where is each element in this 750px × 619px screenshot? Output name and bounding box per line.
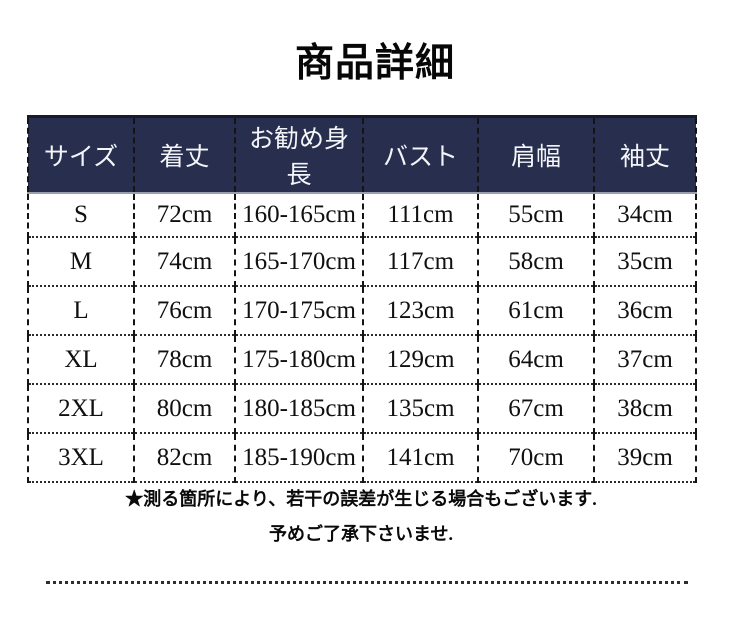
table-cell: 58cm bbox=[477, 237, 595, 287]
table-cell: 129cm bbox=[362, 335, 479, 385]
table-header-row: サイズ 着丈 お勧め身長 バスト 肩幅 袖丈 bbox=[27, 115, 697, 194]
table-cell: 78cm bbox=[133, 335, 236, 385]
table-cell: 80cm bbox=[133, 384, 236, 434]
column-header-length: 着丈 bbox=[133, 115, 236, 194]
table-cell: L bbox=[27, 286, 135, 336]
table-cell: 34cm bbox=[593, 193, 697, 238]
table-cell: 70cm bbox=[477, 433, 595, 483]
table-row-2xl: 2XL 80cm 180-185cm 135cm 67cm 38cm bbox=[27, 384, 697, 434]
table-cell: XL bbox=[27, 335, 135, 385]
table-cell: 76cm bbox=[133, 286, 236, 336]
table-cell: 36cm bbox=[593, 286, 697, 336]
note-line-2: 予めご了承下さいませ. bbox=[269, 524, 453, 544]
column-header-sleeve-length: 袖丈 bbox=[593, 115, 697, 194]
page-title: 商品詳細 bbox=[294, 42, 455, 85]
table-cell: 3XL bbox=[27, 433, 135, 483]
table-cell: 141cm bbox=[362, 433, 479, 483]
table-cell: 170-175cm bbox=[234, 286, 364, 336]
table-cell: 67cm bbox=[477, 384, 595, 434]
bottom-dotted-divider bbox=[46, 581, 688, 584]
table-cell: 2XL bbox=[27, 384, 135, 434]
table-cell: 61cm bbox=[477, 286, 595, 336]
table-cell: 55cm bbox=[477, 193, 595, 238]
table-row-l: L 76cm 170-175cm 123cm 61cm 36cm bbox=[27, 286, 697, 336]
table-cell: 38cm bbox=[593, 384, 697, 434]
table-cell: 111cm bbox=[362, 193, 479, 238]
table-cell: 35cm bbox=[593, 237, 697, 287]
table-cell: 165-170cm bbox=[234, 237, 364, 287]
table-cell: 117cm bbox=[362, 237, 479, 287]
table-cell: 160-165cm bbox=[234, 193, 364, 238]
table-cell: 135cm bbox=[362, 384, 479, 434]
table-row-xl: XL 78cm 175-180cm 129cm 64cm 37cm bbox=[27, 335, 697, 385]
note-line-1: ★測る箇所により、若干の誤差が生じる場合もございます. bbox=[125, 489, 597, 509]
table-cell: 72cm bbox=[133, 193, 236, 238]
table-cell: 39cm bbox=[593, 433, 697, 483]
table-cell: 64cm bbox=[477, 335, 595, 385]
column-header-recommended-height: お勧め身長 bbox=[234, 115, 364, 194]
table-cell: S bbox=[27, 193, 135, 238]
size-chart-table: サイズ 着丈 お勧め身長 バスト 肩幅 袖丈 S 72cm 160-165cm … bbox=[27, 115, 697, 483]
column-header-bust: バスト bbox=[362, 115, 479, 194]
table-cell: 82cm bbox=[133, 433, 236, 483]
table-cell: 185-190cm bbox=[234, 433, 364, 483]
measurement-notes: ★測る箇所により、若干の誤差が生じる場合もございます. 予めご了承下さいませ. bbox=[27, 482, 695, 552]
table-cell: 74cm bbox=[133, 237, 236, 287]
column-header-shoulder-width: 肩幅 bbox=[477, 115, 595, 194]
table-cell: M bbox=[27, 237, 135, 287]
table-row-3xl: 3XL 82cm 185-190cm 141cm 70cm 39cm bbox=[27, 433, 697, 483]
table-row-s: S 72cm 160-165cm 111cm 55cm 34cm bbox=[27, 193, 697, 238]
table-row-m: M 74cm 165-170cm 117cm 58cm 35cm bbox=[27, 237, 697, 287]
table-cell: 123cm bbox=[362, 286, 479, 336]
table-cell: 175-180cm bbox=[234, 335, 364, 385]
table-cell: 180-185cm bbox=[234, 384, 364, 434]
table-cell: 37cm bbox=[593, 335, 697, 385]
column-header-size: サイズ bbox=[27, 115, 135, 194]
